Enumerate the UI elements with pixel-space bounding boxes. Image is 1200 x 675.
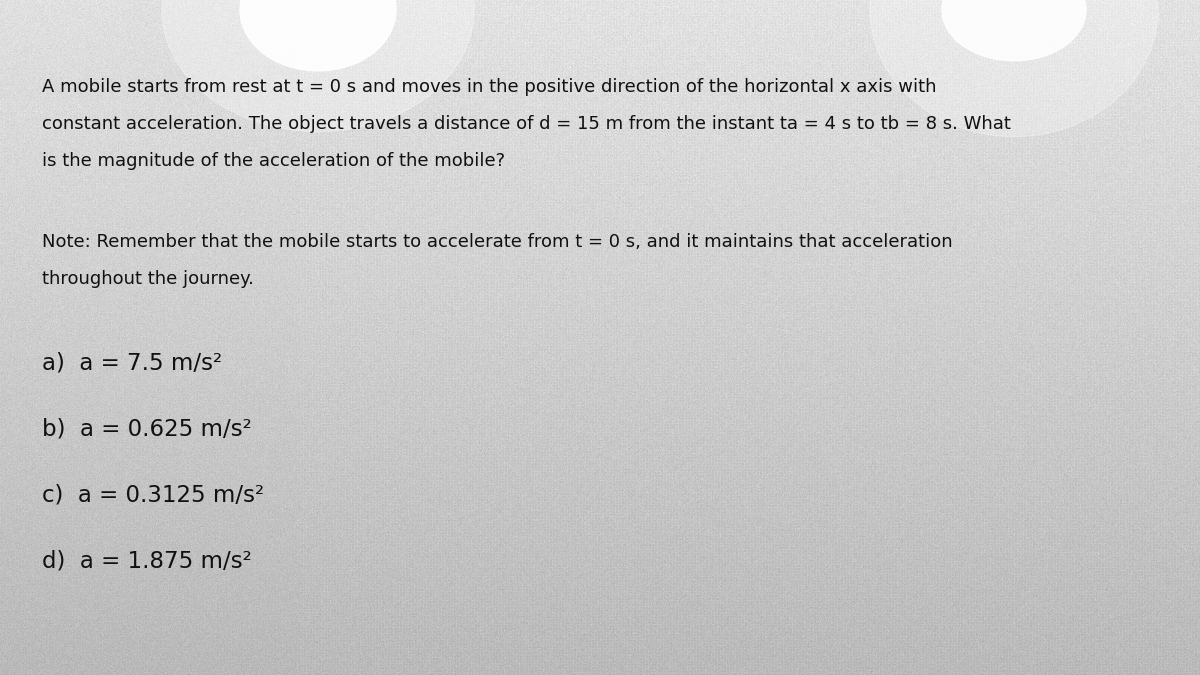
Ellipse shape	[162, 0, 474, 132]
Text: constant acceleration. The object travels a distance of d = 15 m from the instan: constant acceleration. The object travel…	[42, 115, 1010, 133]
Text: is the magnitude of the acceleration of the mobile?: is the magnitude of the acceleration of …	[42, 152, 505, 170]
Text: b)  a = 0.625 m/s²: b) a = 0.625 m/s²	[42, 417, 252, 440]
Text: a)  a = 7.5 m/s²: a) a = 7.5 m/s²	[42, 351, 222, 374]
Text: A mobile starts from rest at t = 0 s and moves in the positive direction of the : A mobile starts from rest at t = 0 s and…	[42, 78, 936, 96]
Text: c)  a = 0.3125 m/s²: c) a = 0.3125 m/s²	[42, 483, 264, 506]
Ellipse shape	[870, 0, 1158, 136]
Ellipse shape	[240, 0, 396, 71]
Ellipse shape	[942, 0, 1086, 61]
Text: d)  a = 1.875 m/s²: d) a = 1.875 m/s²	[42, 549, 252, 572]
Text: throughout the journey.: throughout the journey.	[42, 270, 254, 288]
Text: Note: Remember that the mobile starts to accelerate from t = 0 s, and it maintai: Note: Remember that the mobile starts to…	[42, 233, 953, 251]
